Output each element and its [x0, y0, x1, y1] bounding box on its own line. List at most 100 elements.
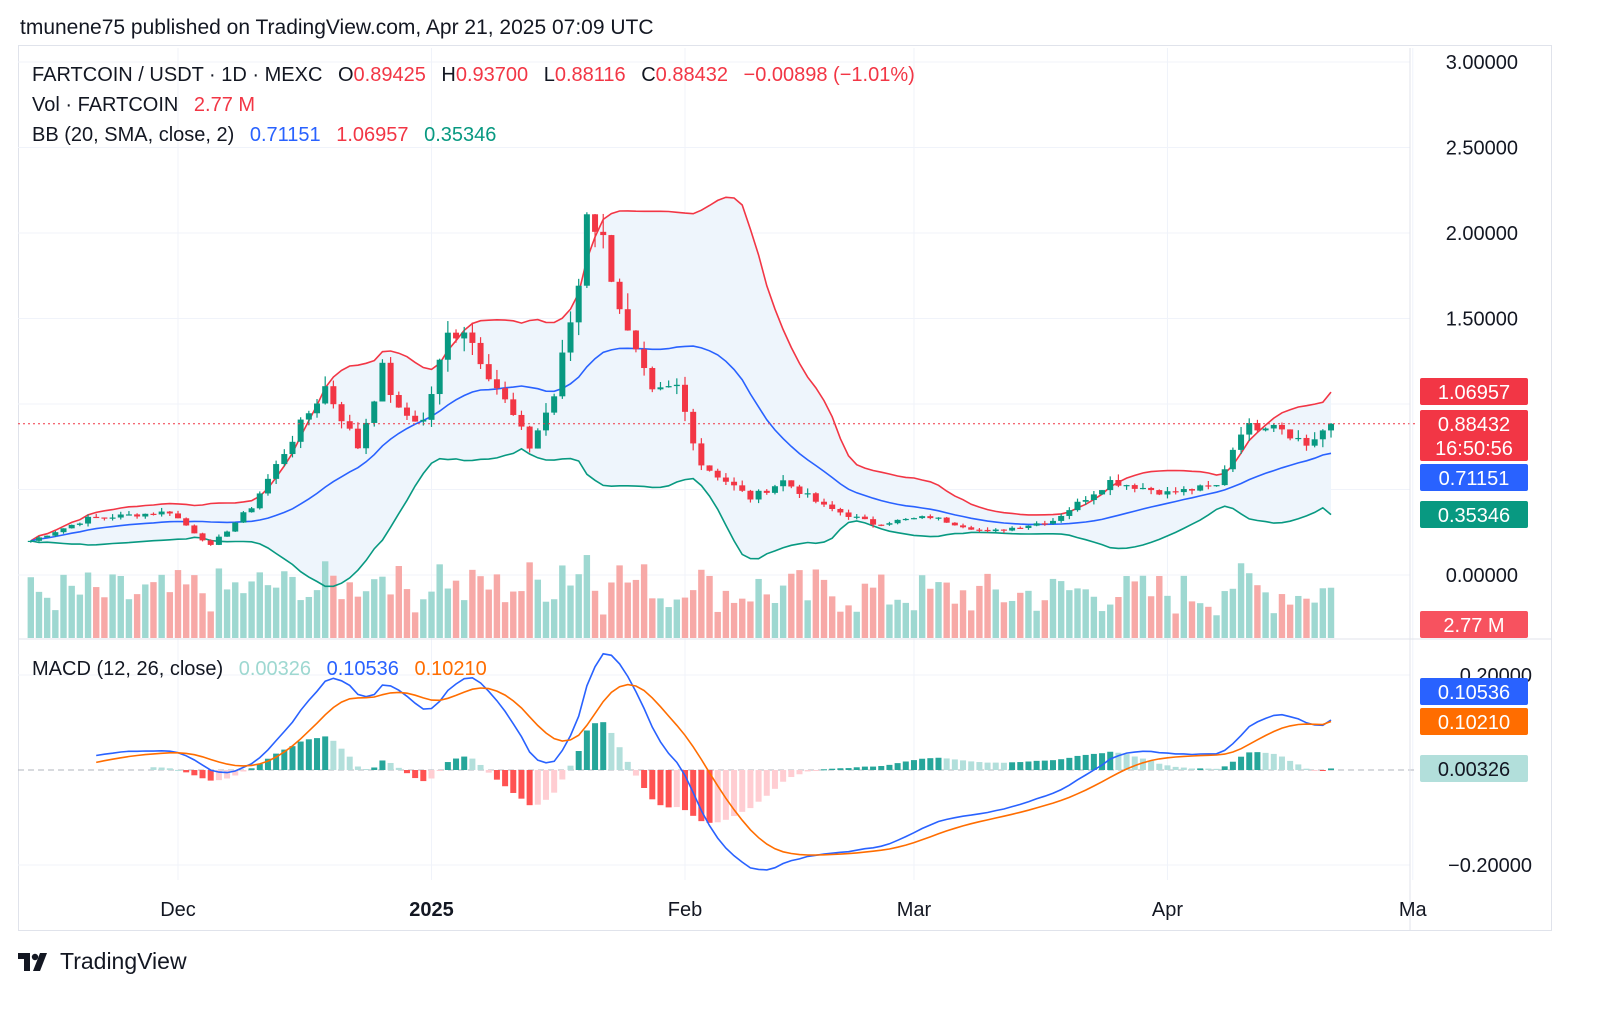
macd-hist-value: 0.00326 [238, 658, 312, 680]
volume-bar [1139, 575, 1147, 638]
macd-badge [1420, 708, 1528, 735]
volume-bar [608, 582, 615, 638]
macd-histogram-bar [542, 770, 549, 800]
volume-bar [1057, 581, 1065, 638]
macd-histogram-bar [951, 759, 958, 770]
candle-body [444, 332, 451, 360]
candle-body [493, 379, 500, 389]
candle-body [943, 517, 950, 523]
price-axis-tick: 3.00000 [1446, 52, 1518, 74]
macd-histogram-bar [731, 770, 738, 817]
macd-histogram-bar [919, 758, 926, 770]
candle-body [821, 501, 828, 505]
macd-histogram-bar [821, 769, 828, 771]
candle-body [984, 529, 991, 532]
macd-histogram-bar [363, 769, 370, 771]
macd-histogram-bar [1319, 770, 1326, 771]
volume-bar [289, 576, 296, 638]
candle-body [248, 508, 255, 513]
volume-bar [444, 588, 452, 638]
macd-label[interactable]: MACD (12, 26, close) [32, 658, 224, 680]
candle-body [1311, 439, 1318, 446]
macd-histogram-bar [412, 770, 419, 779]
candle-body [812, 493, 819, 502]
macd-badge-label: 0.00326 [1438, 759, 1510, 781]
macd-histogram-bar [714, 770, 721, 823]
macd-histogram-bar [1115, 752, 1122, 770]
volume-bar [477, 576, 484, 638]
macd-histogram-bar [330, 740, 337, 770]
candle-body [183, 518, 190, 526]
candle-body [35, 537, 42, 541]
footer-brand[interactable]: TradingView [18, 948, 187, 975]
bollinger-basis-value: 0.71151 [249, 124, 321, 146]
candle-body [755, 490, 762, 500]
macd-histogram-bar [1123, 754, 1130, 770]
candle-body [199, 533, 206, 541]
macd-histogram-bar [1254, 752, 1261, 770]
macd-histogram-bar [771, 770, 778, 789]
macd-histogram-bar [1033, 760, 1040, 770]
time-axis-label: Feb [668, 899, 702, 921]
macd-histogram-bar [1189, 768, 1195, 770]
macd-histogram-bar [616, 747, 623, 770]
bollinger-lower-line [30, 447, 1332, 588]
candle-body [207, 540, 214, 545]
volume-bar [869, 587, 877, 638]
time-axis-label: Ma [1399, 899, 1428, 921]
candle-body [1278, 424, 1285, 430]
volume-bar [281, 571, 288, 638]
candle-body [559, 352, 566, 397]
volume-bar [452, 580, 460, 638]
volume-label[interactable]: Vol · FARTCOIN [32, 94, 179, 116]
volume-bar [1000, 602, 1008, 638]
candle-body [1287, 429, 1294, 439]
macd-badge [1420, 755, 1528, 782]
macd-histogram-bar [1221, 766, 1228, 770]
volume-bar [346, 582, 353, 638]
volume-bar [812, 569, 820, 638]
volume-bar [968, 610, 975, 638]
macd-histogram-bar [1287, 760, 1294, 770]
price-badge [1420, 501, 1528, 528]
macd-histogram-bar [575, 751, 582, 770]
candle-body [542, 412, 549, 431]
volume-value: 2.77 M [193, 94, 256, 116]
price-badge [1420, 378, 1528, 405]
candle-body [109, 517, 116, 519]
chart-frame[interactable] [18, 45, 1552, 931]
macd-histogram-bar [436, 770, 443, 771]
symbol-name[interactable]: FARTCOIN / USDT · 1D · MEXC [32, 64, 323, 86]
macd-histogram-bar [1180, 767, 1187, 770]
macd-histogram-bar [592, 723, 599, 770]
candle-body [142, 513, 149, 517]
candle-body [240, 512, 247, 523]
time-axis-label: Dec [160, 899, 196, 921]
macd-histogram-bar [273, 753, 280, 770]
volume-bar [665, 607, 672, 638]
volume-bar [1147, 596, 1155, 638]
volume-bar [207, 611, 214, 638]
candle-body [1205, 485, 1212, 487]
time-axis-label: 2025 [409, 899, 454, 921]
candle-body [665, 386, 672, 388]
volume-bar [763, 594, 770, 638]
volume-bar [1131, 581, 1138, 638]
candle-body [649, 368, 656, 390]
volume-bar [256, 572, 263, 638]
macd-histogram-bar [1000, 762, 1007, 770]
volume-bar [1049, 578, 1057, 638]
candle-body [919, 516, 926, 519]
volume-bar [313, 590, 321, 638]
volume-bar [1229, 588, 1237, 638]
candle-body [706, 465, 713, 471]
volume-bar [567, 585, 574, 638]
bollinger-upper-line [30, 196, 1332, 542]
bollinger-label[interactable]: BB (20, SMA, close, 2) [32, 124, 235, 146]
volume-bar [1303, 598, 1310, 638]
volume-bar [1262, 592, 1269, 638]
volume-bar [673, 599, 681, 638]
price-axis-tick: 2.00000 [1446, 223, 1518, 245]
volume-bar [542, 601, 550, 638]
